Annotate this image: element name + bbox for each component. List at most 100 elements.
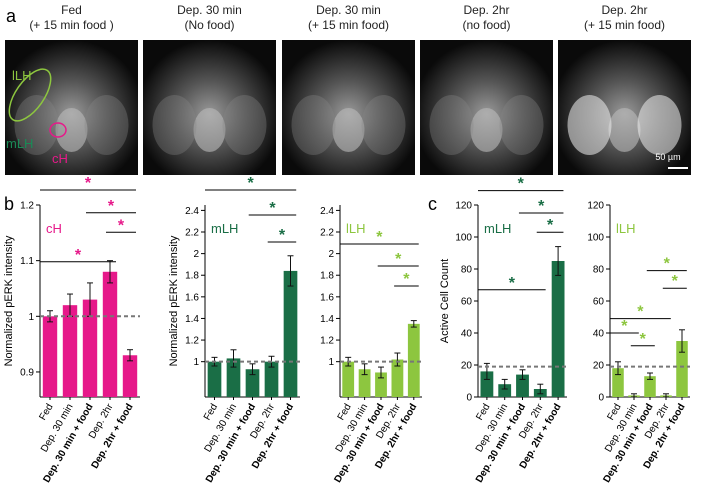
image-texture	[608, 108, 641, 152]
significance-star: *	[247, 175, 254, 192]
panel-label: b	[4, 194, 14, 214]
y-tick-label: 40	[461, 329, 473, 340]
chart-title: cH	[46, 221, 62, 236]
y-tick-label: 80	[461, 265, 473, 276]
y-tick-label: 20	[593, 361, 605, 372]
bar	[358, 369, 371, 397]
image-texture	[222, 95, 267, 155]
y-tick-label: 1	[328, 357, 334, 368]
y-axis-label: Normalized pERK intensity	[168, 235, 180, 366]
microscopy-image	[5, 40, 138, 175]
chart-title: lLH	[616, 221, 636, 236]
y-tick-label: 1	[193, 357, 199, 368]
bar	[644, 376, 656, 397]
y-tick-label: 1.2	[320, 336, 334, 347]
y-tick-label: 1.2	[185, 336, 199, 347]
bar	[480, 371, 494, 397]
y-tick-label: 100	[587, 233, 604, 244]
bar	[264, 361, 279, 397]
y-axis-label: Active Cell Count	[439, 259, 451, 343]
region-outline	[49, 122, 67, 138]
image-title: Dep. 30 min	[177, 3, 242, 17]
bar	[226, 358, 241, 397]
y-tick-label: 100	[455, 233, 472, 244]
significance-star: *	[108, 198, 115, 215]
significance-star: *	[376, 229, 383, 246]
significance-star: *	[621, 318, 628, 335]
y-tick-label: 60	[461, 297, 473, 308]
panel-label: c	[428, 194, 437, 214]
scale-bar-label: 50 µm	[655, 152, 680, 162]
significance-star: *	[279, 227, 286, 244]
bar	[407, 323, 420, 397]
image-title: Dep. 30 min	[316, 3, 381, 17]
y-tick-label: 0	[466, 393, 472, 404]
y-tick-label: 0	[598, 393, 604, 404]
bar	[375, 372, 387, 397]
image-texture	[14, 95, 59, 155]
significance-star: *	[509, 275, 516, 292]
significance-star: *	[85, 175, 92, 192]
y-tick-label: 20	[461, 361, 473, 372]
region-label: mLH	[6, 136, 33, 151]
chart-title: mLH	[211, 221, 238, 236]
y-tick-label: 40	[593, 329, 605, 340]
bar	[82, 299, 98, 397]
image-texture	[499, 95, 544, 155]
significance-star: *	[664, 256, 671, 273]
bar	[62, 305, 78, 397]
image-texture	[193, 108, 226, 152]
y-tick-label: 1.4	[320, 314, 334, 325]
region-outline	[8, 68, 52, 122]
significance-star: *	[518, 176, 525, 193]
image-texture	[152, 95, 197, 155]
bar	[612, 368, 624, 397]
significance-star: *	[637, 304, 644, 321]
image-title: Fed	[61, 3, 82, 17]
bar	[207, 361, 222, 397]
y-tick-label: 1.8	[320, 271, 334, 282]
y-tick-label: 2.2	[185, 228, 199, 239]
y-tick-label: 0.9	[20, 367, 34, 378]
image-title: Dep. 2hr	[463, 3, 509, 17]
image-title: (no food)	[462, 18, 510, 32]
image-texture	[637, 95, 682, 155]
image-texture	[291, 95, 336, 155]
y-tick-label: 120	[455, 201, 472, 212]
bar	[245, 369, 260, 397]
image-texture	[470, 108, 503, 152]
region-label: lLH	[12, 68, 32, 83]
y-tick-label: 1.4	[185, 314, 199, 325]
chart-title: lLH	[346, 221, 366, 236]
image-texture	[567, 95, 612, 155]
image-texture	[84, 95, 129, 155]
y-tick-label: 2.4	[320, 206, 334, 217]
significance-star: *	[269, 200, 276, 217]
significance-star: *	[403, 271, 410, 288]
y-tick-label: 2	[193, 249, 199, 260]
y-tick-label: 2.2	[320, 228, 334, 239]
bar	[391, 359, 404, 397]
image-title: Dep. 2hr	[601, 3, 647, 17]
bar	[42, 316, 58, 397]
significance-star: *	[672, 273, 679, 290]
bar	[122, 355, 138, 397]
image-title: (+ 15 min food)	[308, 18, 389, 32]
y-tick-label: 1.2	[20, 201, 34, 212]
bar	[498, 384, 512, 397]
image-title: (+ 15 min food)	[584, 18, 665, 32]
image-title: (+ 15 min food )	[29, 18, 113, 32]
y-tick-label: 80	[593, 265, 605, 276]
bar	[342, 361, 355, 397]
significance-star: *	[118, 217, 125, 234]
image-texture	[332, 108, 365, 152]
panel-label: a	[6, 6, 17, 26]
y-tick-label: 120	[587, 201, 604, 212]
y-tick-label: 1.6	[185, 292, 199, 303]
bar	[102, 271, 118, 397]
y-tick-label: 1.1	[20, 256, 34, 267]
y-tick-label: 1.8	[185, 271, 199, 282]
x-tick-label: Fed	[202, 402, 220, 422]
significance-star: *	[395, 251, 402, 268]
